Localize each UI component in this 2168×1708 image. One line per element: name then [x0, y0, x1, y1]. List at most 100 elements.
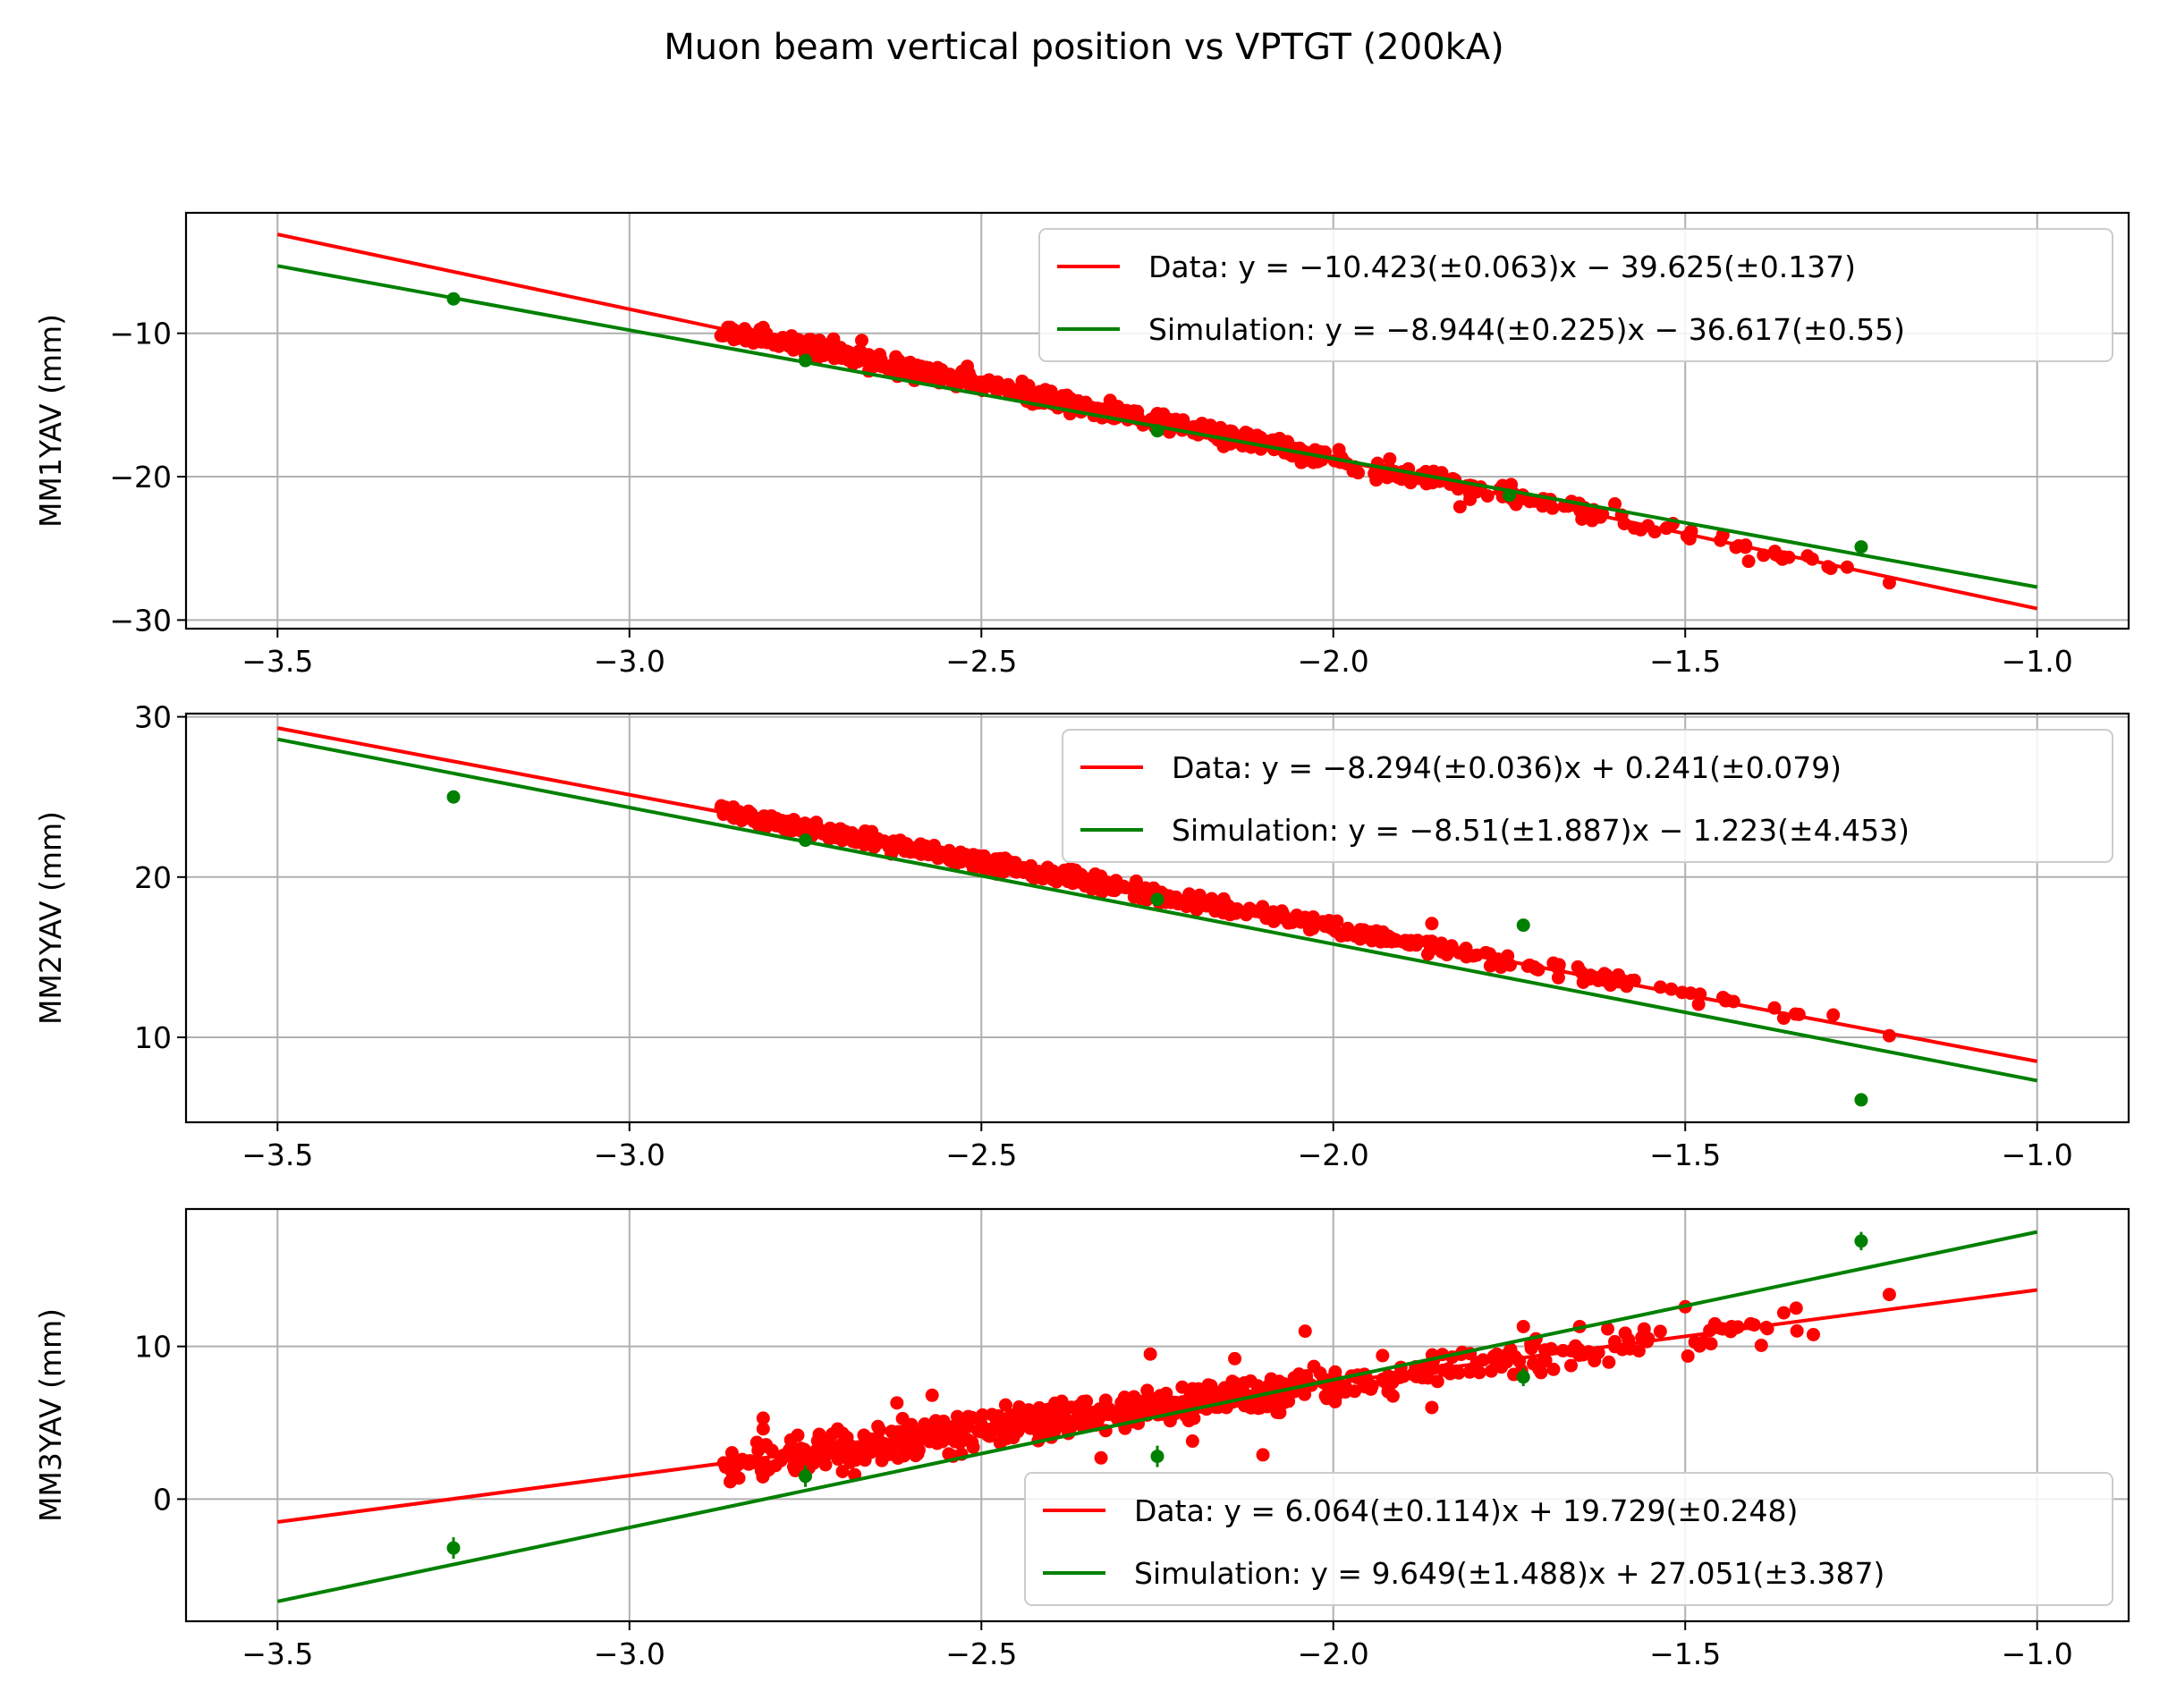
data-point [1631, 1344, 1646, 1358]
data-legend-label: Data: y = −10.423(±0.063)x − 39.625(±0.1… [1148, 249, 1856, 284]
legend-box [1062, 729, 2113, 863]
data-point [756, 1411, 770, 1425]
axes-frame [184, 211, 2130, 630]
data-point [765, 1443, 779, 1458]
data-point [1527, 1337, 1541, 1351]
simulation-legend-label: Simulation: y = −8.51(±1.887)x − 1.223(±… [1172, 813, 1910, 848]
data-point [812, 333, 826, 347]
data-point [751, 818, 766, 833]
simulation-point [1516, 918, 1530, 933]
x-tick-label: −3.5 [241, 1636, 313, 1671]
y-tick-label: 20 [134, 860, 172, 895]
data-point [991, 1412, 1005, 1426]
data-point [1270, 1405, 1284, 1419]
data-point [1462, 1365, 1477, 1379]
data-point [756, 320, 770, 334]
data-point [1183, 1389, 1198, 1403]
data-point [723, 1475, 737, 1489]
data-point [851, 344, 866, 359]
x-tick-label: −3.5 [241, 1137, 313, 1172]
x-tick-label: −3.0 [594, 644, 665, 679]
subplot-3: −3.5 −3.0 −2.5 −2.0 −1.5 −1.0 0 10 MM3YAV (mm) Da… [33, 1207, 2130, 1671]
y-axis-label: MM1YAV (mm) [33, 314, 68, 528]
x-tick-label: −2.0 [1298, 1137, 1369, 1172]
data-point [1546, 956, 1561, 970]
y-tick-label: 0 [153, 1482, 172, 1517]
simulation-point [446, 1541, 461, 1555]
data-point [843, 1455, 858, 1469]
data-point [1036, 872, 1050, 886]
data-point [1383, 452, 1397, 466]
data-point [1302, 923, 1317, 937]
data-point [951, 1435, 965, 1450]
data-legend-label: Data: y = 6.064(±0.114)x + 19.729(±0.248… [1134, 1493, 1798, 1528]
data-point [1365, 1379, 1379, 1393]
legend-box [1024, 1472, 2113, 1606]
data-point [1088, 867, 1103, 882]
y-tick-label: −30 [109, 603, 172, 638]
data-fit-line [276, 233, 2038, 611]
data-point [1571, 960, 1585, 974]
simulation-point [1854, 540, 1868, 554]
data-point [835, 1464, 850, 1478]
data-point [925, 1388, 939, 1402]
simulation-point [1150, 424, 1164, 438]
data-point [890, 1396, 904, 1410]
data-point [1527, 1357, 1541, 1371]
data-point [1546, 1362, 1561, 1376]
data-point [961, 359, 975, 374]
data-point [980, 1428, 995, 1442]
axes-frame [184, 1207, 2130, 1623]
x-tick-label: −1.5 [1649, 1636, 1721, 1671]
data-point [1826, 1008, 1841, 1022]
data-point [1882, 1288, 1896, 1302]
data-point [1225, 1374, 1240, 1389]
data-point [909, 1449, 923, 1463]
data-fit-line [277, 1288, 2037, 1525]
data-point [1228, 1351, 1242, 1366]
y-tick-label: −20 [109, 460, 172, 495]
data-point [810, 351, 825, 365]
data-point [1602, 1355, 1616, 1369]
data-point [1175, 1380, 1190, 1394]
data-point [1249, 428, 1264, 443]
data-point [871, 1419, 885, 1433]
data-point [788, 1464, 802, 1478]
plot-area [276, 726, 2038, 1107]
data-point [756, 1422, 770, 1436]
data-point [1692, 1339, 1706, 1353]
data-point [854, 334, 868, 348]
data-point [1251, 1380, 1266, 1394]
data-point [1313, 1366, 1327, 1381]
x-tick-label: −3.0 [594, 1137, 665, 1172]
subplot-2: −3.5 −3.0 −2.5 −2.0 −1.5 −1.0 10 20 30 MM2YAV (mm… [33, 700, 2130, 1172]
data-point [897, 1442, 911, 1457]
data-point [1516, 1319, 1530, 1333]
simulation-point [1854, 1093, 1868, 1107]
x-tick-label: −3.5 [241, 644, 313, 679]
x-tick-label: −2.5 [945, 1636, 1017, 1671]
x-tick-label: −1.5 [1649, 1137, 1721, 1172]
data-point [1143, 1347, 1157, 1361]
data-point [883, 1447, 897, 1461]
y-axis-label: MM2YAV (mm) [33, 811, 68, 1025]
plot-area [276, 233, 2038, 611]
x-tick-label: −1.0 [2002, 1137, 2073, 1172]
data-point [1691, 997, 1706, 1011]
data-point [1146, 1391, 1160, 1406]
simulation-point [1150, 1450, 1164, 1464]
x-tick-label: −2.0 [1298, 644, 1369, 679]
data-point [1040, 860, 1054, 875]
simulation-fit-line [276, 737, 2038, 1083]
x-tick-label: −1.0 [2002, 1636, 2073, 1671]
data-point [1551, 970, 1565, 985]
legend: Data: y = −10.423(±0.063)x − 39.625(±0.1… [1038, 228, 2113, 362]
data-point [1253, 1400, 1267, 1415]
x-tick-label: −3.0 [594, 1636, 665, 1671]
y-tick-label: 10 [134, 1330, 172, 1365]
simulation-point [446, 790, 461, 804]
simulation-point [799, 1469, 813, 1484]
x-tick-label: −1.0 [2002, 644, 2073, 679]
data-point [1741, 554, 1756, 569]
